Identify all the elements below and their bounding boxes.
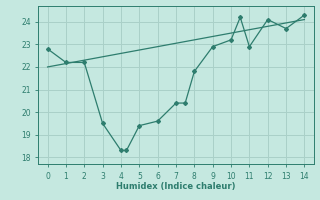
X-axis label: Humidex (Indice chaleur): Humidex (Indice chaleur) (116, 182, 236, 191)
